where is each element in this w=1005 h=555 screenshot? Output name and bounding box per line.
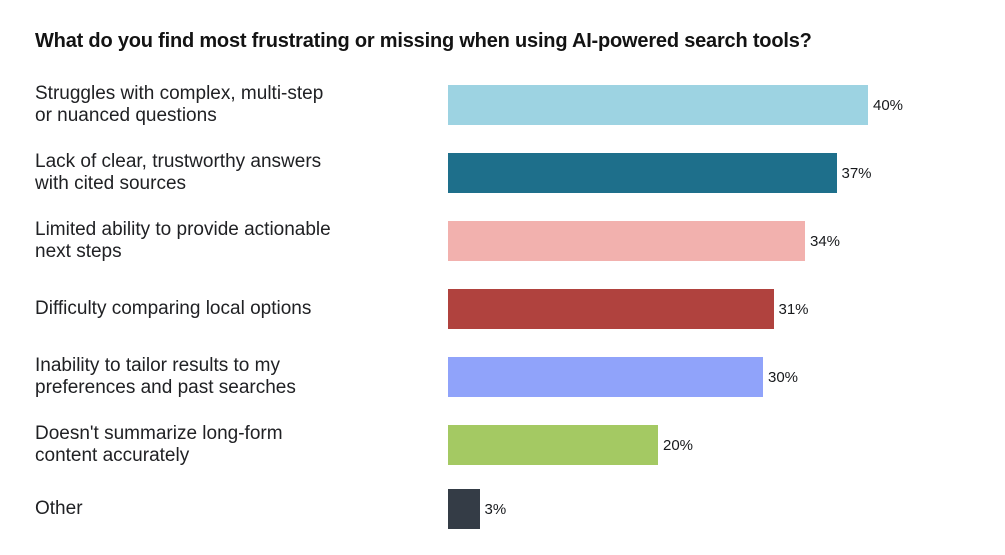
bar-row: Doesn't summarize long-form content accu… xyxy=(35,423,1005,466)
value-label: 40% xyxy=(873,96,904,114)
bar-track: 30% xyxy=(448,357,1005,397)
value-label: 30% xyxy=(768,368,799,386)
value-label: 31% xyxy=(778,300,809,318)
bar-track: 3% xyxy=(448,489,1005,529)
bar-row: Difficulty comparing local options 31% xyxy=(35,289,1005,329)
bar-track: 37% xyxy=(448,153,1005,193)
bar xyxy=(448,153,837,193)
bar xyxy=(448,221,805,261)
bar-track: 34% xyxy=(448,221,1005,261)
bar-row: Struggles with complex, multi-step or nu… xyxy=(35,83,1005,126)
bar-track: 31% xyxy=(448,289,1005,329)
category-label: Difficulty comparing local options xyxy=(35,298,312,319)
bar xyxy=(448,489,480,529)
bar xyxy=(448,289,774,329)
category-label: Limited ability to provide actionable ne… xyxy=(35,219,331,262)
bar-row: Inability to tailor results to my prefer… xyxy=(35,355,1005,398)
category-label: Doesn't summarize long-form content accu… xyxy=(35,423,283,466)
category-label: Lack of clear, trustworthy answers with … xyxy=(35,151,322,194)
bar-row: Lack of clear, trustworthy answers with … xyxy=(35,151,1005,194)
bar-row: Limited ability to provide actionable ne… xyxy=(35,219,1005,262)
chart-title: What do you find most frustrating or mis… xyxy=(35,30,812,52)
category-label: Inability to tailor results to my prefer… xyxy=(35,355,296,398)
bar-row: Other 3% xyxy=(35,489,1005,529)
bar xyxy=(448,357,763,397)
value-label: 37% xyxy=(841,164,872,182)
bar xyxy=(448,425,658,465)
bar-track: 20% xyxy=(448,425,1005,465)
bar-track: 40% xyxy=(448,85,1005,125)
category-label: Struggles with complex, multi-step or nu… xyxy=(35,83,324,126)
bar xyxy=(448,85,868,125)
value-label: 3% xyxy=(484,500,507,518)
value-label: 20% xyxy=(663,436,694,454)
category-label: Other xyxy=(35,498,83,519)
value-label: 34% xyxy=(810,232,841,250)
chart-rows: Struggles with complex, multi-step or nu… xyxy=(35,83,1005,529)
